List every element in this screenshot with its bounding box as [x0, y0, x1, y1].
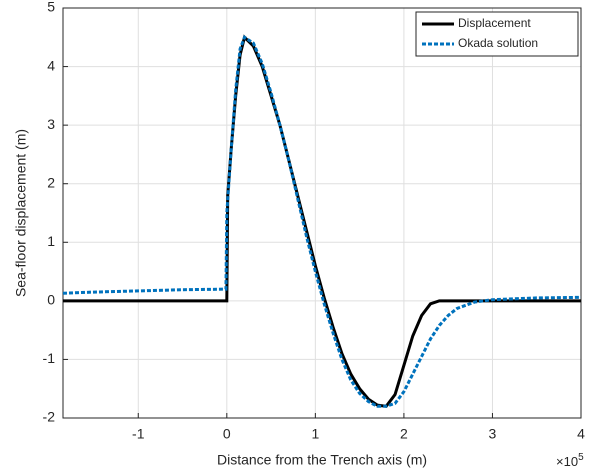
legend-box: [415, 11, 579, 57]
plot-area: [63, 8, 581, 418]
x-exponent: ×105: [556, 452, 584, 470]
y-tick-label: 4: [47, 57, 55, 73]
y-tick-label: 0: [47, 292, 55, 308]
legend-label: Displacement: [458, 16, 531, 30]
series-line: [62, 35, 582, 408]
legend-label: Okada solution: [458, 36, 538, 50]
y-tick-label: 3: [47, 116, 55, 132]
x-tick-label: 4: [577, 426, 585, 442]
x-axis-label: Distance from the Trench axis (m): [217, 452, 427, 468]
x-exponent-base: ×10: [556, 454, 578, 469]
y-tick-label: 1: [47, 233, 55, 249]
y-axis-label: Sea-floor displacement (m): [13, 129, 29, 297]
axes-box: [62, 7, 582, 419]
x-tick-label: -1: [132, 426, 145, 442]
y-tick-label: -2: [43, 409, 56, 425]
x-tick-label: 0: [223, 426, 231, 442]
x-tick-label: 2: [400, 426, 408, 442]
y-tick-label: 5: [47, 0, 55, 15]
x-tick-label: 1: [311, 426, 319, 442]
x-tick-label: 3: [489, 426, 497, 442]
y-tick-label: -1: [43, 350, 56, 366]
x-exponent-power: 5: [578, 452, 584, 463]
y-tick-label: 2: [47, 174, 55, 190]
